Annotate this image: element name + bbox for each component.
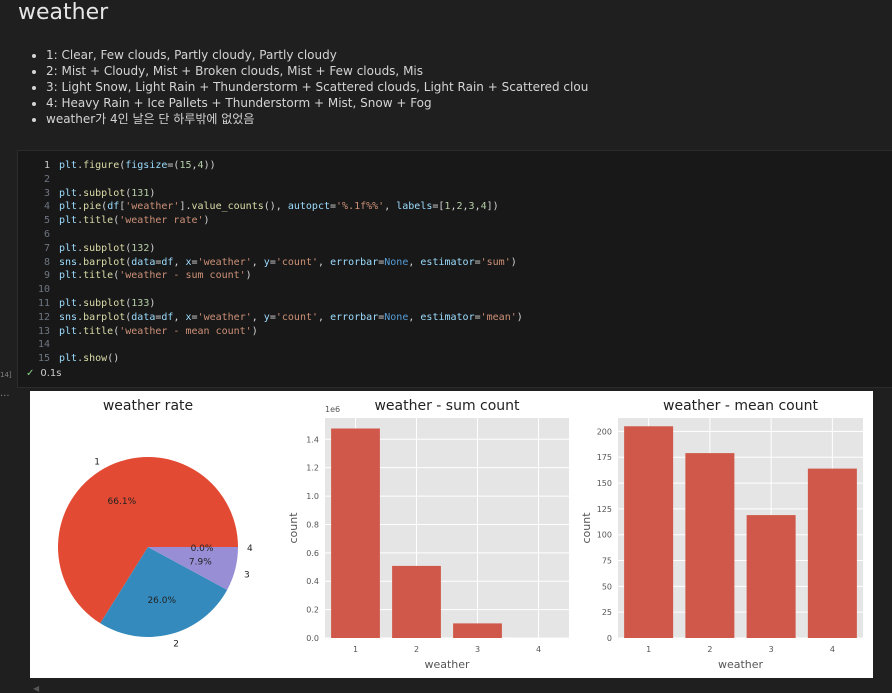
mean-chart-xtick-label: 1: [646, 645, 651, 654]
pie-pct-label: 0.0%: [191, 544, 214, 554]
mean-chart-ytick-label: 150: [597, 479, 612, 488]
line-number: 15: [37, 353, 50, 365]
pie-pct-label: 26.0%: [147, 596, 176, 606]
line-number: 13: [37, 325, 50, 337]
mean-chart-xtick-label: 2: [707, 645, 712, 654]
mean-chart-bar: [685, 453, 735, 638]
pie-label: 3: [244, 570, 250, 580]
sum-chart-ytick-label: 1.0: [306, 492, 319, 501]
mean-chart-ytick-label: 200: [597, 427, 612, 436]
code-line: 5 plt.title('weather rate'): [18, 214, 523, 228]
code-line: 13 plt.title('weather - mean count'): [18, 325, 523, 339]
code-line: 8 sns.barplot(data=df, x='weather', y='co…: [18, 256, 523, 270]
pie-slice: [100, 547, 228, 637]
list-item: 2: Mist + Cloudy, Mist + Broken clouds, …: [46, 63, 588, 79]
sum-chart-ytick-label: 1.4: [306, 435, 319, 444]
line-number: 4: [43, 201, 50, 213]
list-item: 1: Clear, Few clouds, Partly cloudy, Par…: [46, 47, 588, 63]
pie-title: weather rate: [103, 398, 193, 414]
check-icon: ✓: [26, 368, 35, 379]
line-number: 8: [43, 256, 50, 268]
sum-chart-title: weather - sum count: [374, 398, 520, 414]
sum-chart-offset-label: 1e6: [325, 405, 340, 414]
sum-chart-ytick-label: 1.2: [306, 464, 319, 473]
pie-slice: [57, 457, 238, 624]
code-line: 4 plt.pie(df['weather'].value_counts(), a…: [18, 200, 523, 214]
code-line: 14: [18, 338, 523, 352]
sum-chart-xtick-label: 1: [353, 645, 358, 654]
pie-slice: [148, 547, 238, 590]
sum-chart-ytick-label: 0.0: [306, 634, 319, 643]
code-line: 12 sns.barplot(data=df, x='weather', y='c…: [18, 311, 523, 325]
sum-chart-ytick-label: 0.6: [306, 549, 319, 558]
list-item: weather가 4인 날은 단 하루밖에 없었음: [46, 111, 588, 127]
code-line: 15 plt.show(): [18, 352, 523, 366]
sum-chart-xtick-label: 2: [414, 645, 419, 654]
pie-label: 2: [173, 640, 179, 650]
mean-chart-ytick-label: 100: [597, 531, 612, 540]
mean-chart-ytick-label: 75: [602, 557, 612, 566]
line-number: 2: [43, 173, 50, 185]
execution-status: ✓ 0.1s: [26, 368, 62, 379]
code-line: 7 plt.subplot(132): [18, 242, 523, 256]
sum-chart-bar: [392, 565, 441, 638]
code-line: 6: [18, 228, 523, 242]
code-cell[interactable]: 1 plt.figure(figsize=(15,4)) 2 3 plt.subpl…: [17, 150, 892, 388]
code-line: 11 plt.subplot(133): [18, 297, 523, 311]
line-number: 5: [43, 215, 50, 227]
list-item: 3: Light Snow, Light Rain + Thunderstorm…: [46, 79, 588, 95]
sum-chart-ytick-label: 0.4: [306, 577, 319, 586]
output-menu-icon[interactable]: ...: [0, 388, 10, 399]
sum-chart-ytick-label: 0.2: [306, 606, 319, 615]
line-number: 9: [43, 270, 50, 282]
sum-chart-ylabel: count: [287, 512, 300, 544]
mean-chart-xtick-label: 4: [830, 645, 835, 654]
mean-chart-bar: [624, 426, 674, 638]
mean-chart-ytick-label: 125: [597, 505, 612, 514]
line-number: 12: [37, 311, 50, 323]
line-number: 10: [37, 284, 50, 296]
sum-chart-bar: [331, 428, 380, 638]
mean-chart-xtick-label: 3: [769, 645, 774, 654]
mean-chart-ytick-label: 25: [602, 608, 612, 617]
code-editor[interactable]: 1 plt.figure(figsize=(15,4)) 2 3 plt.subpl…: [18, 159, 523, 366]
code-line: 3 plt.subplot(131): [18, 187, 523, 201]
pie-label: 1: [94, 457, 100, 467]
figure-canvas: weather rate 1 66.1% 2 26.0% 3 7.9% 4 0.0% weathe…: [57, 398, 863, 671]
execution-count: 14]: [0, 371, 12, 379]
mean-chart-ytick-label: 175: [597, 453, 612, 462]
line-number: 3: [43, 187, 50, 199]
code-line: 2: [18, 173, 523, 187]
sum-chart-xtick-label: 4: [536, 645, 541, 654]
line-number: 7: [43, 242, 50, 254]
code-line: 1 plt.figure(figsize=(15,4)): [18, 159, 523, 173]
output-figure: weather rate 1 66.1% 2 26.0% 3 7.9% 4 0.0% weathe…: [30, 391, 873, 678]
pie-pct-label: 66.1%: [108, 497, 137, 507]
sum-chart-xtick-label: 3: [475, 645, 480, 654]
code-line: 9 plt.title('weather - sum count'): [18, 269, 523, 283]
line-number: 11: [37, 297, 50, 309]
mean-chart-ylabel: count: [580, 512, 593, 544]
line-number: 6: [43, 228, 50, 240]
markdown-heading: weather: [18, 0, 109, 25]
sum-chart-bar: [453, 623, 502, 638]
mean-chart-ytick-label: 50: [602, 582, 612, 591]
pie-pct-label: 7.9%: [189, 557, 212, 567]
pie-label: 4: [247, 544, 253, 554]
sum-chart-xlabel: weather: [424, 658, 470, 671]
mean-chart-ytick-label: 0: [607, 634, 612, 643]
mean-chart-bar: [746, 515, 796, 638]
scroll-left-icon[interactable]: ◀: [33, 684, 40, 693]
mean-chart-bar: [807, 468, 857, 638]
code-line: 10: [18, 283, 523, 297]
list-item: 4: Heavy Rain + Ice Pallets + Thundersto…: [46, 95, 588, 111]
line-number: 14: [37, 339, 50, 351]
sum-chart-ytick-label: 0.8: [306, 520, 319, 529]
line-number: 1: [43, 160, 50, 171]
mean-chart-xlabel: weather: [718, 658, 764, 671]
markdown-bullet-list: 1: Clear, Few clouds, Partly cloudy, Par…: [30, 47, 588, 127]
mean-chart-title: weather - mean count: [663, 398, 818, 414]
execution-time: 0.1s: [40, 368, 62, 379]
